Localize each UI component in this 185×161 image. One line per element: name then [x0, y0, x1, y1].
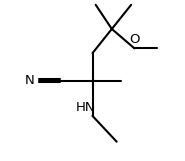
Text: N: N	[25, 74, 35, 87]
Text: HN: HN	[76, 101, 96, 114]
Text: O: O	[129, 33, 140, 46]
